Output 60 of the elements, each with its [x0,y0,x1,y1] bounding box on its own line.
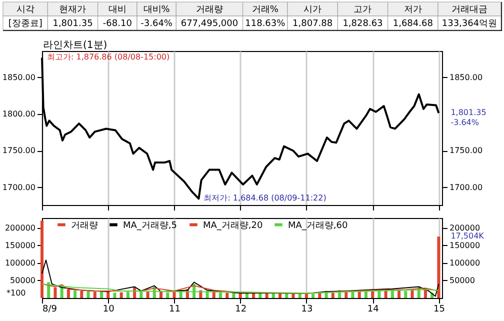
x-tick-label: 11 [169,304,180,314]
text: 118.63% [245,19,286,29]
category-label: 대비 [108,5,126,15]
bar [86,290,90,298]
y2-tick-label: 1700.00 [450,182,483,192]
y-tick-label: 200000 [4,223,36,232]
x-tick-label: 12 [235,304,247,314]
y-axis-title: *100 [6,288,26,298]
category-label: 거래량 [196,5,223,15]
text: -3.64% [140,19,172,29]
text: 라인차트(1분) [43,40,108,51]
text: 677,495,000 [180,19,238,29]
y-tick-label: 1800.00 [2,110,36,119]
y2-tick-label: 1850.00 [450,72,483,82]
category-label: 현재가 [59,5,86,15]
legend-label: MA_거래량,60 [288,220,348,231]
x-tick-label: 8/9 [42,304,58,314]
text: -68.10 [102,19,132,29]
bar [292,294,295,298]
annotation: 1,801.35 [450,108,486,118]
x-tick-label: 10 [102,304,115,314]
text: 1,807.88 [292,19,333,29]
annotation: 최저가: 1,684.68 (08/09-11:22) [204,194,326,203]
bar [74,290,77,298]
x-tick-label: 13 [301,304,313,314]
category-label: 대비% [143,5,170,15]
bar [100,292,104,298]
y-tick-label: 150000 [4,240,36,250]
legend-label: MA_거래량,20 [203,220,264,231]
category-label: 고가 [354,5,372,15]
category-label: 거래대금 [451,5,488,15]
bar [160,292,163,298]
y2-tick-label: 100000 [450,258,480,268]
legend-label: MA_거래량,5 [123,220,178,231]
text: 1,828.63 [342,19,383,29]
annotation: 17,504K [450,232,485,241]
y-tick-label: 1700.00 [2,182,36,192]
x-tick-label: 15 [433,304,445,314]
bar [120,292,123,298]
text: 1,801.35 [52,19,93,29]
y2-tick-label: 150000 [450,240,480,250]
text: 133,364억원 [442,19,498,29]
y-tick-label: 1750.00 [2,146,36,156]
text: [장종료] [8,19,42,29]
x-tick-label: 14 [367,304,380,314]
text: 1,684.68 [392,19,433,29]
annotation: 최고가: 1,876.86 (08/08-15:00) [47,52,170,62]
y-tick-label: 50000 [10,276,36,285]
y-tick-label: 100000 [4,258,36,268]
y2-tick-label: 1750.00 [450,146,483,156]
bar [113,292,116,298]
annotation: -3.64% [450,118,480,128]
y-tick-label: 1850.00 [2,72,36,82]
category-label: 거래% [252,5,279,15]
legend-label: 거래량 [71,220,98,231]
category-label: 시각 [16,5,34,15]
category-label: 시가 [304,5,322,15]
y2-tick-label: 50000 [450,276,475,285]
y2-tick-label: 200000 [450,223,480,232]
category-label: 저가 [404,5,422,15]
